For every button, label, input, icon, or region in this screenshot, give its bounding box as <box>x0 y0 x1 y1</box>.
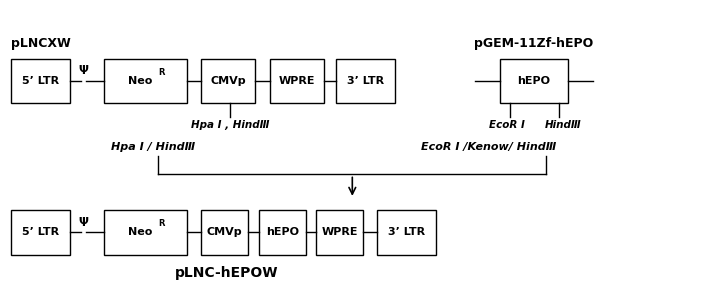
Text: EcoR Ⅰ: EcoR Ⅰ <box>489 120 525 130</box>
Bar <box>11 210 70 255</box>
Text: HindⅢ: HindⅢ <box>545 120 581 130</box>
Bar <box>316 210 363 255</box>
Bar <box>201 210 248 255</box>
Bar <box>270 59 324 103</box>
Text: 5’ LTR: 5’ LTR <box>22 227 59 237</box>
Text: hEPO: hEPO <box>518 76 550 86</box>
Bar <box>104 210 187 255</box>
Text: pLNCXW: pLNCXW <box>11 37 70 50</box>
Text: 3’ LTR: 3’ LTR <box>347 76 385 86</box>
Text: Ψ: Ψ <box>78 64 88 77</box>
Text: WPRE: WPRE <box>321 227 358 237</box>
Text: Ψ: Ψ <box>78 216 88 229</box>
Bar <box>201 59 255 103</box>
Text: pLNC-hEPOW: pLNC-hEPOW <box>175 266 278 280</box>
Bar <box>11 59 70 103</box>
Bar <box>336 59 395 103</box>
Text: Hpa Ⅰ / HindⅢ: Hpa Ⅰ / HindⅢ <box>111 142 196 152</box>
Text: R: R <box>158 68 165 77</box>
Text: pGEM-11Zf-hEPO: pGEM-11Zf-hEPO <box>475 37 593 50</box>
Text: EcoR Ⅰ /Kenow/ HindⅢ: EcoR Ⅰ /Kenow/ HindⅢ <box>421 142 556 152</box>
Text: 5’ LTR: 5’ LTR <box>22 76 59 86</box>
Bar <box>377 210 436 255</box>
Text: Neo: Neo <box>128 227 152 237</box>
Bar <box>259 210 306 255</box>
Text: Neo: Neo <box>128 76 152 86</box>
Text: Hpa Ⅰ , HindⅢ: Hpa Ⅰ , HindⅢ <box>191 120 270 130</box>
Text: 3’ LTR: 3’ LTR <box>388 227 426 237</box>
Bar <box>104 59 187 103</box>
Text: WPRE: WPRE <box>278 76 315 86</box>
Text: R: R <box>158 219 165 228</box>
Text: hEPO: hEPO <box>266 227 298 237</box>
Text: CMVp: CMVp <box>211 76 246 86</box>
Bar <box>500 59 568 103</box>
Text: CMVp: CMVp <box>207 227 242 237</box>
